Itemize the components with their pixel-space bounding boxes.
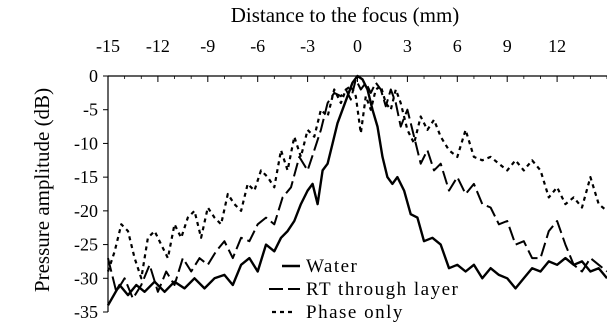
- legend-label-3: Phase only: [306, 302, 404, 323]
- series-line-1: [106, 74, 607, 306]
- x-tick-label: -6: [250, 36, 265, 56]
- x-tick-label: -3: [300, 36, 315, 56]
- y-tick-label: -10: [74, 133, 98, 153]
- y-tick-label: -30: [74, 268, 98, 288]
- x-tick-label: 3: [403, 36, 412, 56]
- series-line-3: [106, 84, 607, 280]
- series-lines: [106, 74, 607, 306]
- y-tick-label: -35: [74, 302, 98, 322]
- y-tick-label: -5: [83, 100, 98, 120]
- y-tick-label: -20: [74, 201, 98, 221]
- y-axis-title: Pressure amplitude (dB): [30, 88, 54, 292]
- x-tick-labels: -15 -12 -9 -6 -3 0 3 6 9 12: [96, 36, 566, 56]
- x-tick-label: -9: [200, 36, 215, 56]
- legend-label-1: Water: [306, 256, 358, 277]
- x-tick-label: 0: [353, 36, 362, 56]
- y-tick-labels: 0 -5 -10 -15 -20 -25 -30 -35: [74, 66, 98, 322]
- x-tick-label: 6: [453, 36, 462, 56]
- x-axis-title: Distance to the focus (mm): [231, 3, 460, 27]
- y-tick-label: -25: [74, 235, 98, 255]
- x-tick-label: 12: [548, 36, 566, 56]
- series-line-2: [107, 78, 607, 300]
- y-tick-label: 0: [89, 66, 98, 86]
- x-tick-label: 9: [503, 36, 512, 56]
- x-tick-label: -15: [96, 36, 120, 56]
- x-tick-label: -12: [146, 36, 170, 56]
- legend-label-2: RT through layer: [306, 279, 459, 300]
- y-tick-label: -15: [74, 167, 98, 187]
